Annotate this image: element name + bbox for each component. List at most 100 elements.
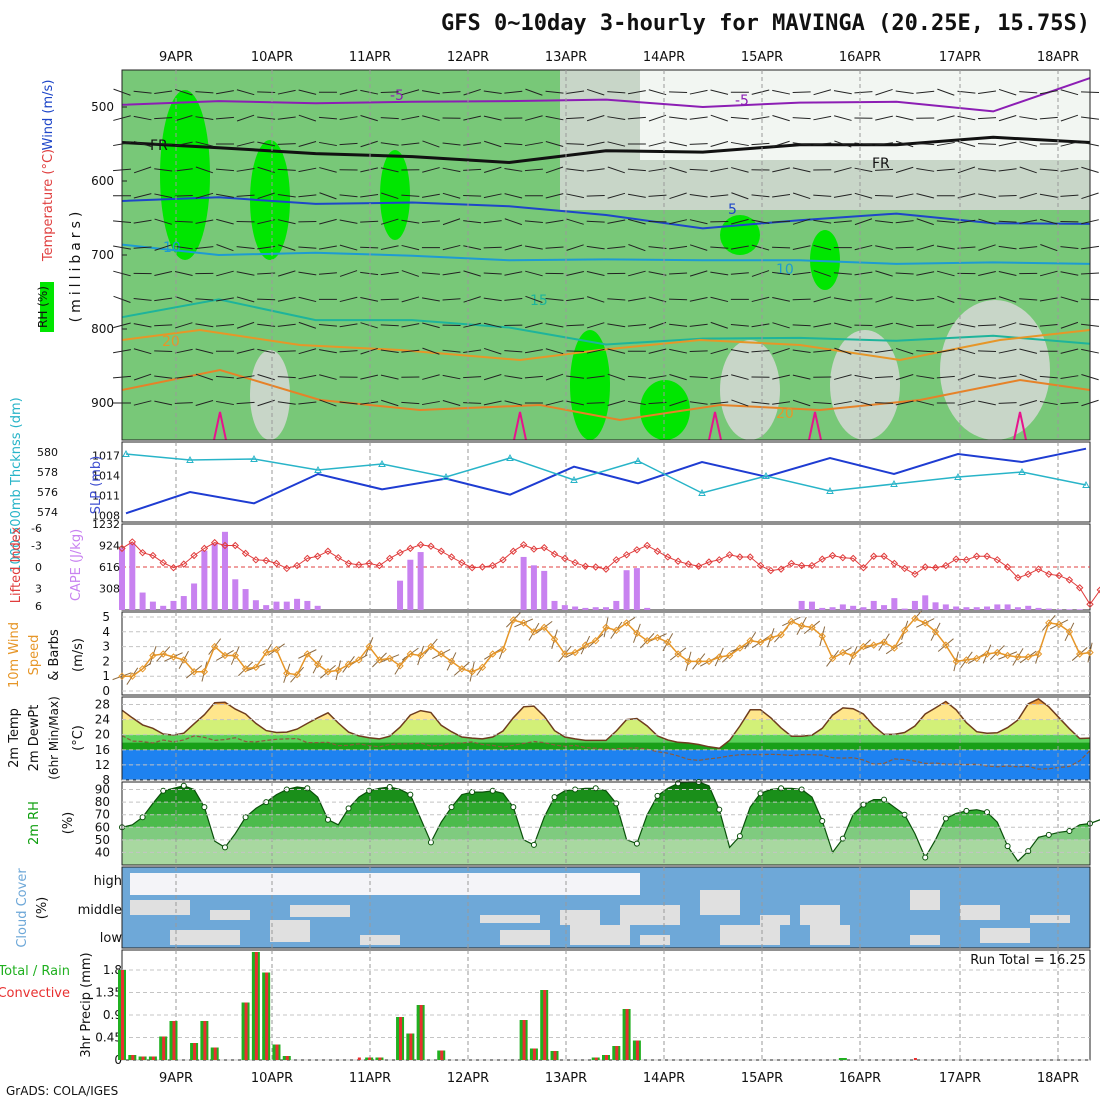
temp-band-cold [122,765,1090,780]
wind-axis-label: Wind (m/s) [41,80,56,151]
wind-barb [381,299,399,300]
slp-panel [122,442,1090,522]
cloud-low-block [270,920,310,942]
rh-tick-label: 70 [95,808,110,822]
cape-tick-label: 616 [99,561,120,574]
lifted-tick-label: -3 [31,540,42,553]
cloud-mid-block [620,905,680,925]
precip-convective-bar [286,1056,289,1060]
rh-dry-cell [250,350,290,440]
rh-high-cell [160,90,210,260]
rh-point [985,810,990,815]
cape-bar [860,607,866,610]
cape-bar [819,608,825,610]
rh-point [964,808,969,813]
millibars-axis-label: (millibars) [68,208,84,323]
rh-point [1067,829,1072,834]
cape-bar [1015,607,1021,610]
rh-dry-cell [830,330,900,440]
rh-point [923,855,928,860]
temp-minmax-label: (6hr Min/Max) [47,696,61,780]
pressure-tick-label: 500 [91,100,114,114]
slp-axis-label: SLP (mb) [89,456,104,515]
precip-convective-bar [142,1057,145,1061]
cape-bar [963,607,969,610]
rh-point [202,805,207,810]
slp-line [126,449,1086,514]
rh-point [655,793,660,798]
cloud-low-block [170,930,240,945]
cloud-low-block [720,925,780,945]
date-label-bottom: 17APR [939,1071,981,1086]
date-label-bottom: 18APR [1037,1071,1079,1086]
rh-point [140,815,145,820]
wind-tick-label: 4 [102,625,110,639]
precip-tick-label: 0.45 [95,1031,122,1045]
cloud-level-label: high [94,874,122,889]
cape-bar [830,607,836,610]
contour-label: 10 [776,262,794,278]
rh-point [181,783,186,788]
wind-tick-label: 2 [102,654,110,668]
thickness-tick-label: 574 [37,506,58,519]
cape-bar [582,608,588,610]
cape-bar [191,583,197,610]
cape-bar [562,605,568,610]
cape-axis-label: CAPE (J/kg) [69,529,84,601]
rh-tick-label: 50 [95,833,110,847]
wind-barb [587,403,605,404]
precip-convective-bar [255,952,258,1060]
contour-label: 20 [776,406,794,422]
wind-barb [978,351,996,352]
temp-tick-label: 16 [95,743,110,757]
cape-bar [644,608,650,610]
precip-convective-bar [203,1021,206,1060]
contour-label: 20 [162,334,180,350]
contour-label: 5 [728,202,737,218]
wind-tick-label: 3 [102,640,110,654]
precip-convective-bar [626,1009,629,1060]
thickness-tick-label: 580 [37,446,58,459]
wind10-unit-label: (m/s) [71,638,86,672]
cape-bar [1046,609,1052,610]
cape-bar [119,548,125,610]
cape-tick-label: 308 [99,583,120,596]
cape-bar [552,601,558,610]
precip-convective-bar [595,1058,598,1061]
cape-bar [294,599,300,610]
wind-tick-label: 0 [102,684,110,698]
rh-point [511,805,516,810]
cape-bar [201,551,207,610]
precip-convective-bar [533,1049,536,1061]
cloud-unit-label: (%) [35,897,50,920]
precip-convective-bar [193,1043,196,1060]
wind-barb [587,195,605,196]
cloud-mid-block [290,905,350,917]
rh-point [470,790,475,795]
cape-tick-label: 924 [99,540,120,553]
cloud-high-clear [130,873,640,895]
rh-point [387,785,392,790]
cape-bar [572,607,578,610]
wind-barb [669,92,687,93]
precip-convective-bar [399,1017,402,1060]
rh-point [552,795,557,800]
cloud-mid-block [910,890,940,910]
pressure-tick-label: 800 [91,322,114,336]
cloud-low-block [980,928,1030,943]
cape-bar [170,601,176,610]
wind-barb [690,144,708,145]
cape-bar [922,595,928,610]
temperature-axis-label: Temperature (°C) [41,149,56,262]
contour-label: -5 [735,93,749,109]
thickness-tick-label: 578 [37,466,58,479]
cape-bar [994,604,1000,610]
cape-bar [273,602,279,610]
cape-bar [850,606,856,610]
wind10-speed-label: Speed [27,635,42,676]
precip-convective-bar [420,1005,423,1060]
date-label-top: 10APR [251,50,293,65]
lifted-tick-label: 6 [35,600,42,613]
cape-bar [1056,609,1062,610]
rh-band [122,827,1090,840]
